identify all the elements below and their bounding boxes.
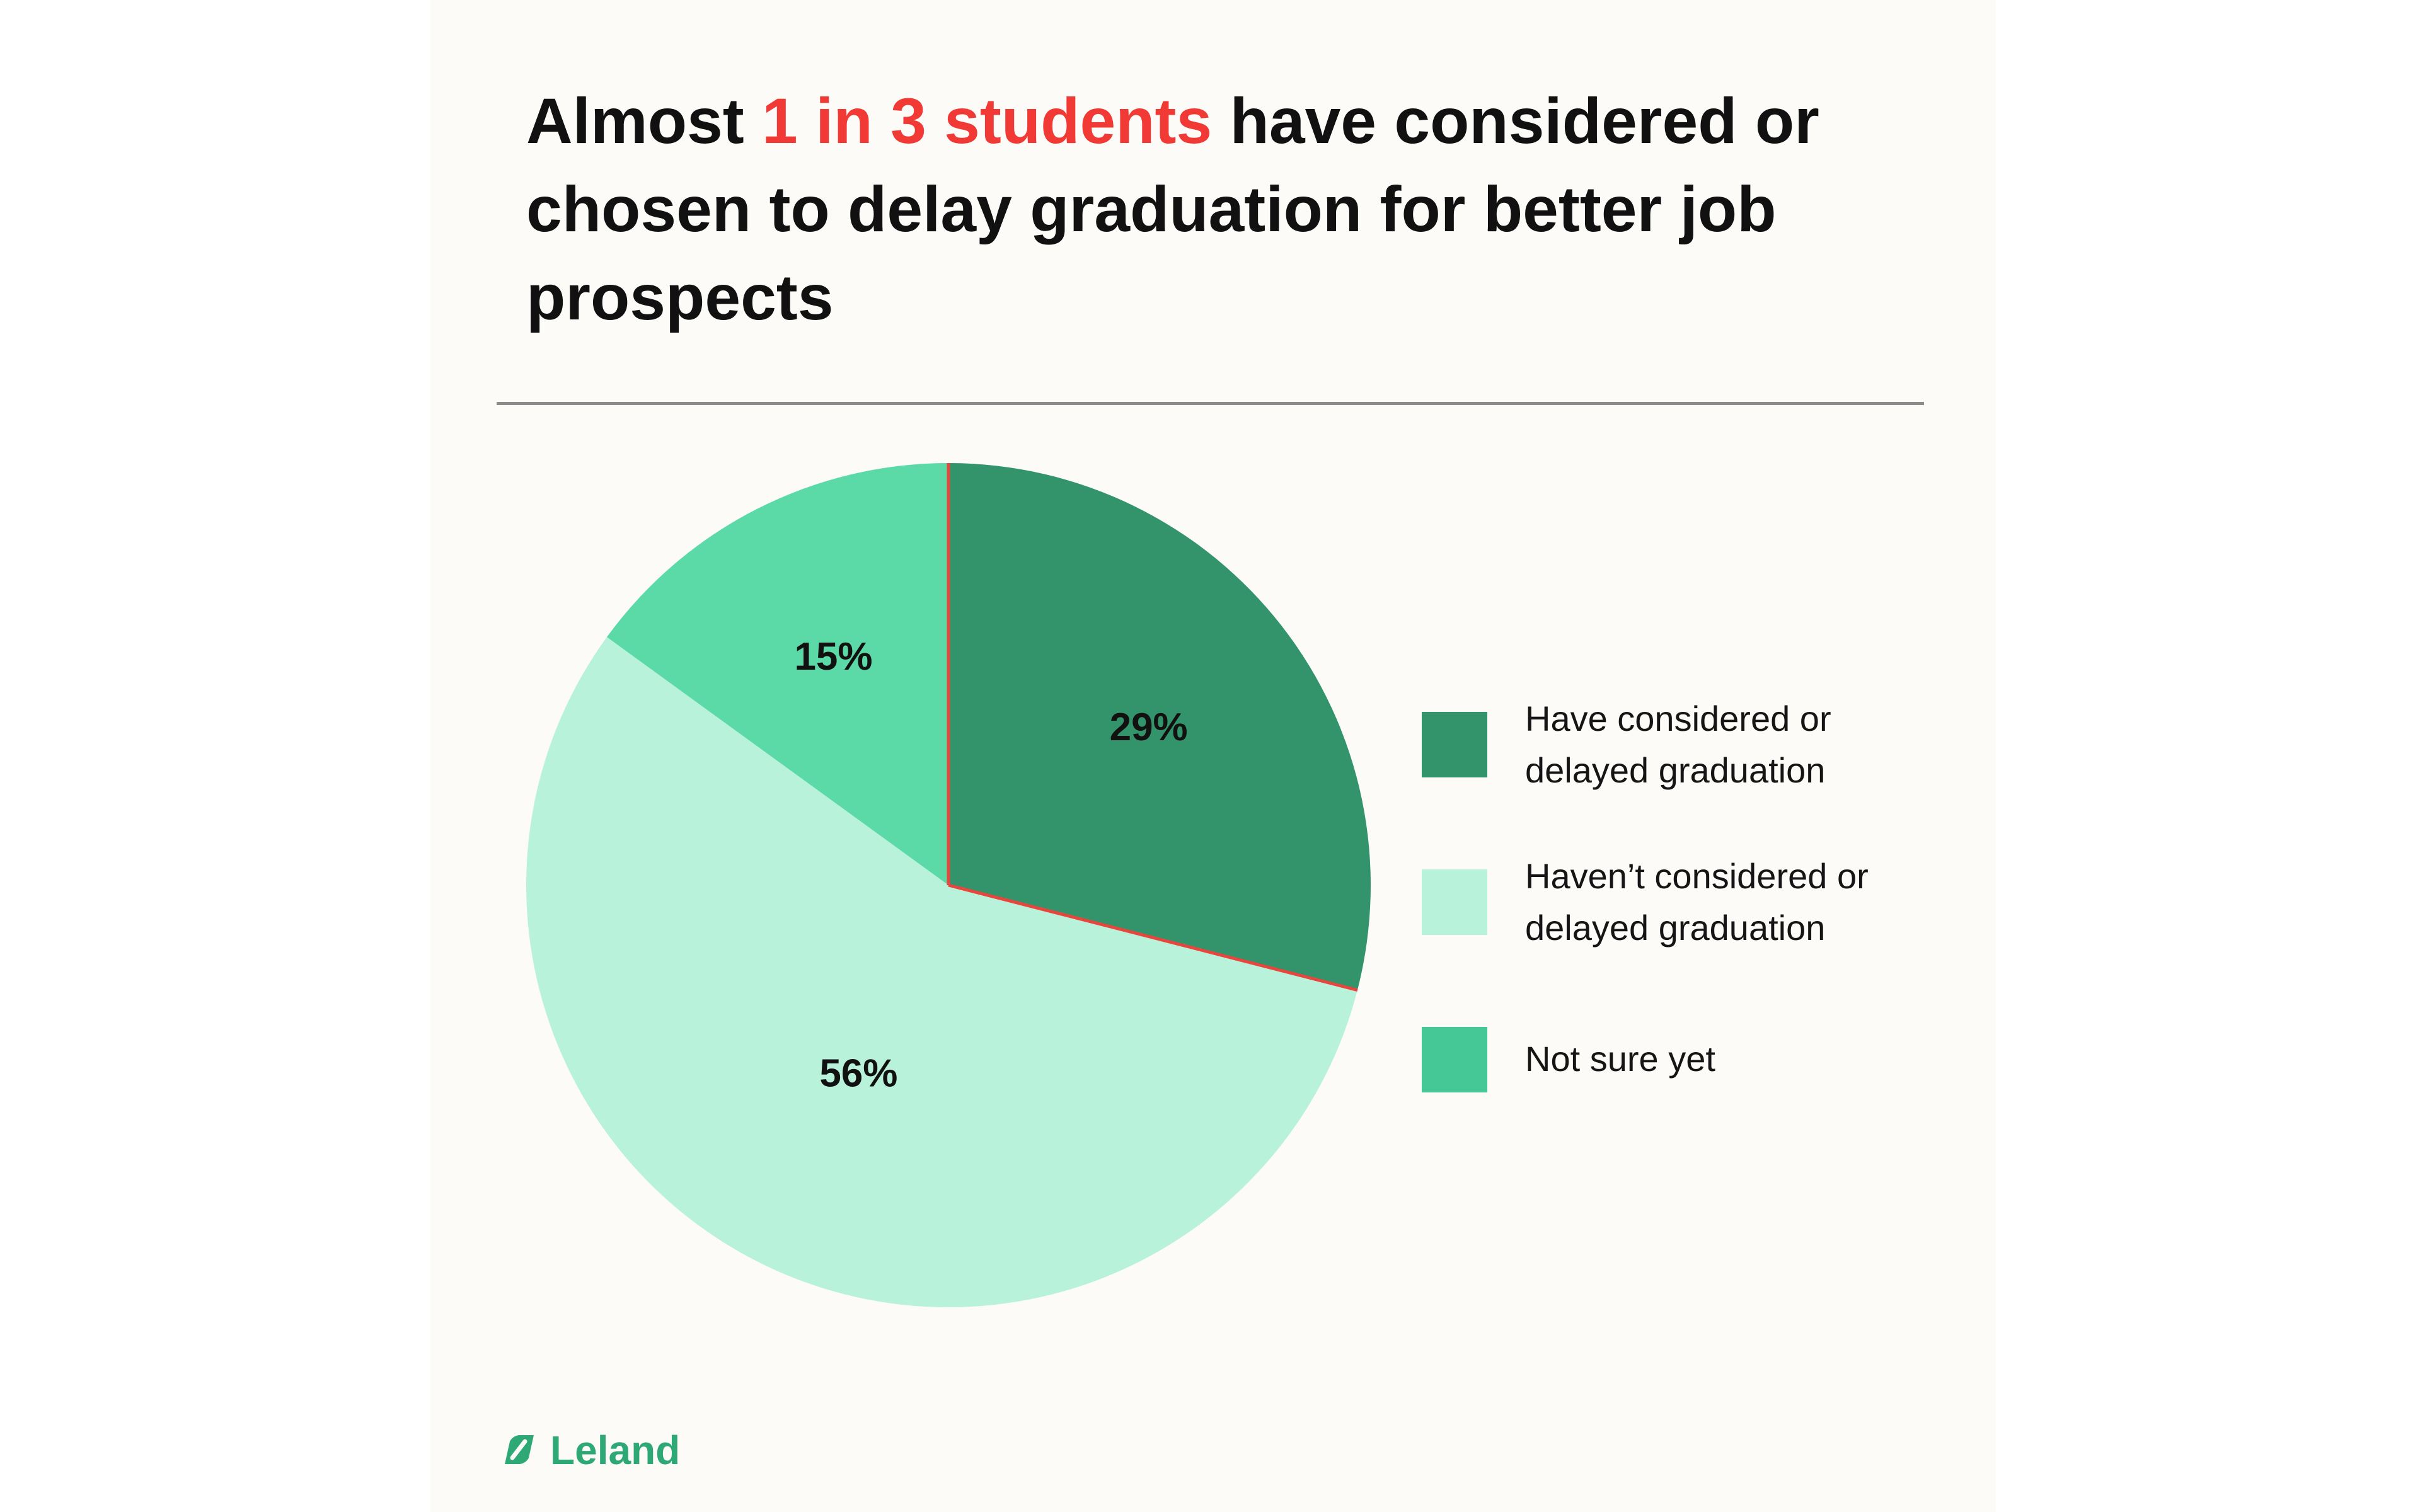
compass-leaf-icon <box>505 1435 534 1464</box>
legend-swatch <box>1422 869 1487 935</box>
legend-label: Haven’t considered or delayed graduation <box>1525 856 1869 948</box>
title-divider <box>497 402 1924 405</box>
title-prefix: Almost <box>526 85 763 157</box>
slice-value-label: 56% <box>819 1051 897 1095</box>
pie-slice-3 <box>606 463 948 885</box>
legend-label: Have considered or delayed graduation <box>1525 699 1831 790</box>
legend-swatch <box>1422 1027 1487 1092</box>
title-highlight: 1 in 3 students <box>762 85 1213 157</box>
title-suffix: have considered or chosen to delay gradu… <box>526 85 1819 333</box>
legend-swatch <box>1422 712 1487 777</box>
slice-divider-line <box>948 883 1358 992</box>
slice-value-label: 29% <box>1110 706 1188 749</box>
slice-value-label: 15% <box>794 635 872 679</box>
pie-slice-2 <box>526 637 1357 1308</box>
brand-name: Leland <box>550 1428 681 1473</box>
brand-logo: Leland <box>501 1425 680 1475</box>
chart-title: Almost 1 in 3 students have considered o… <box>526 77 1913 341</box>
legend-label: Not sure yet <box>1525 1039 1715 1079</box>
pie-slice-1 <box>948 463 1371 990</box>
